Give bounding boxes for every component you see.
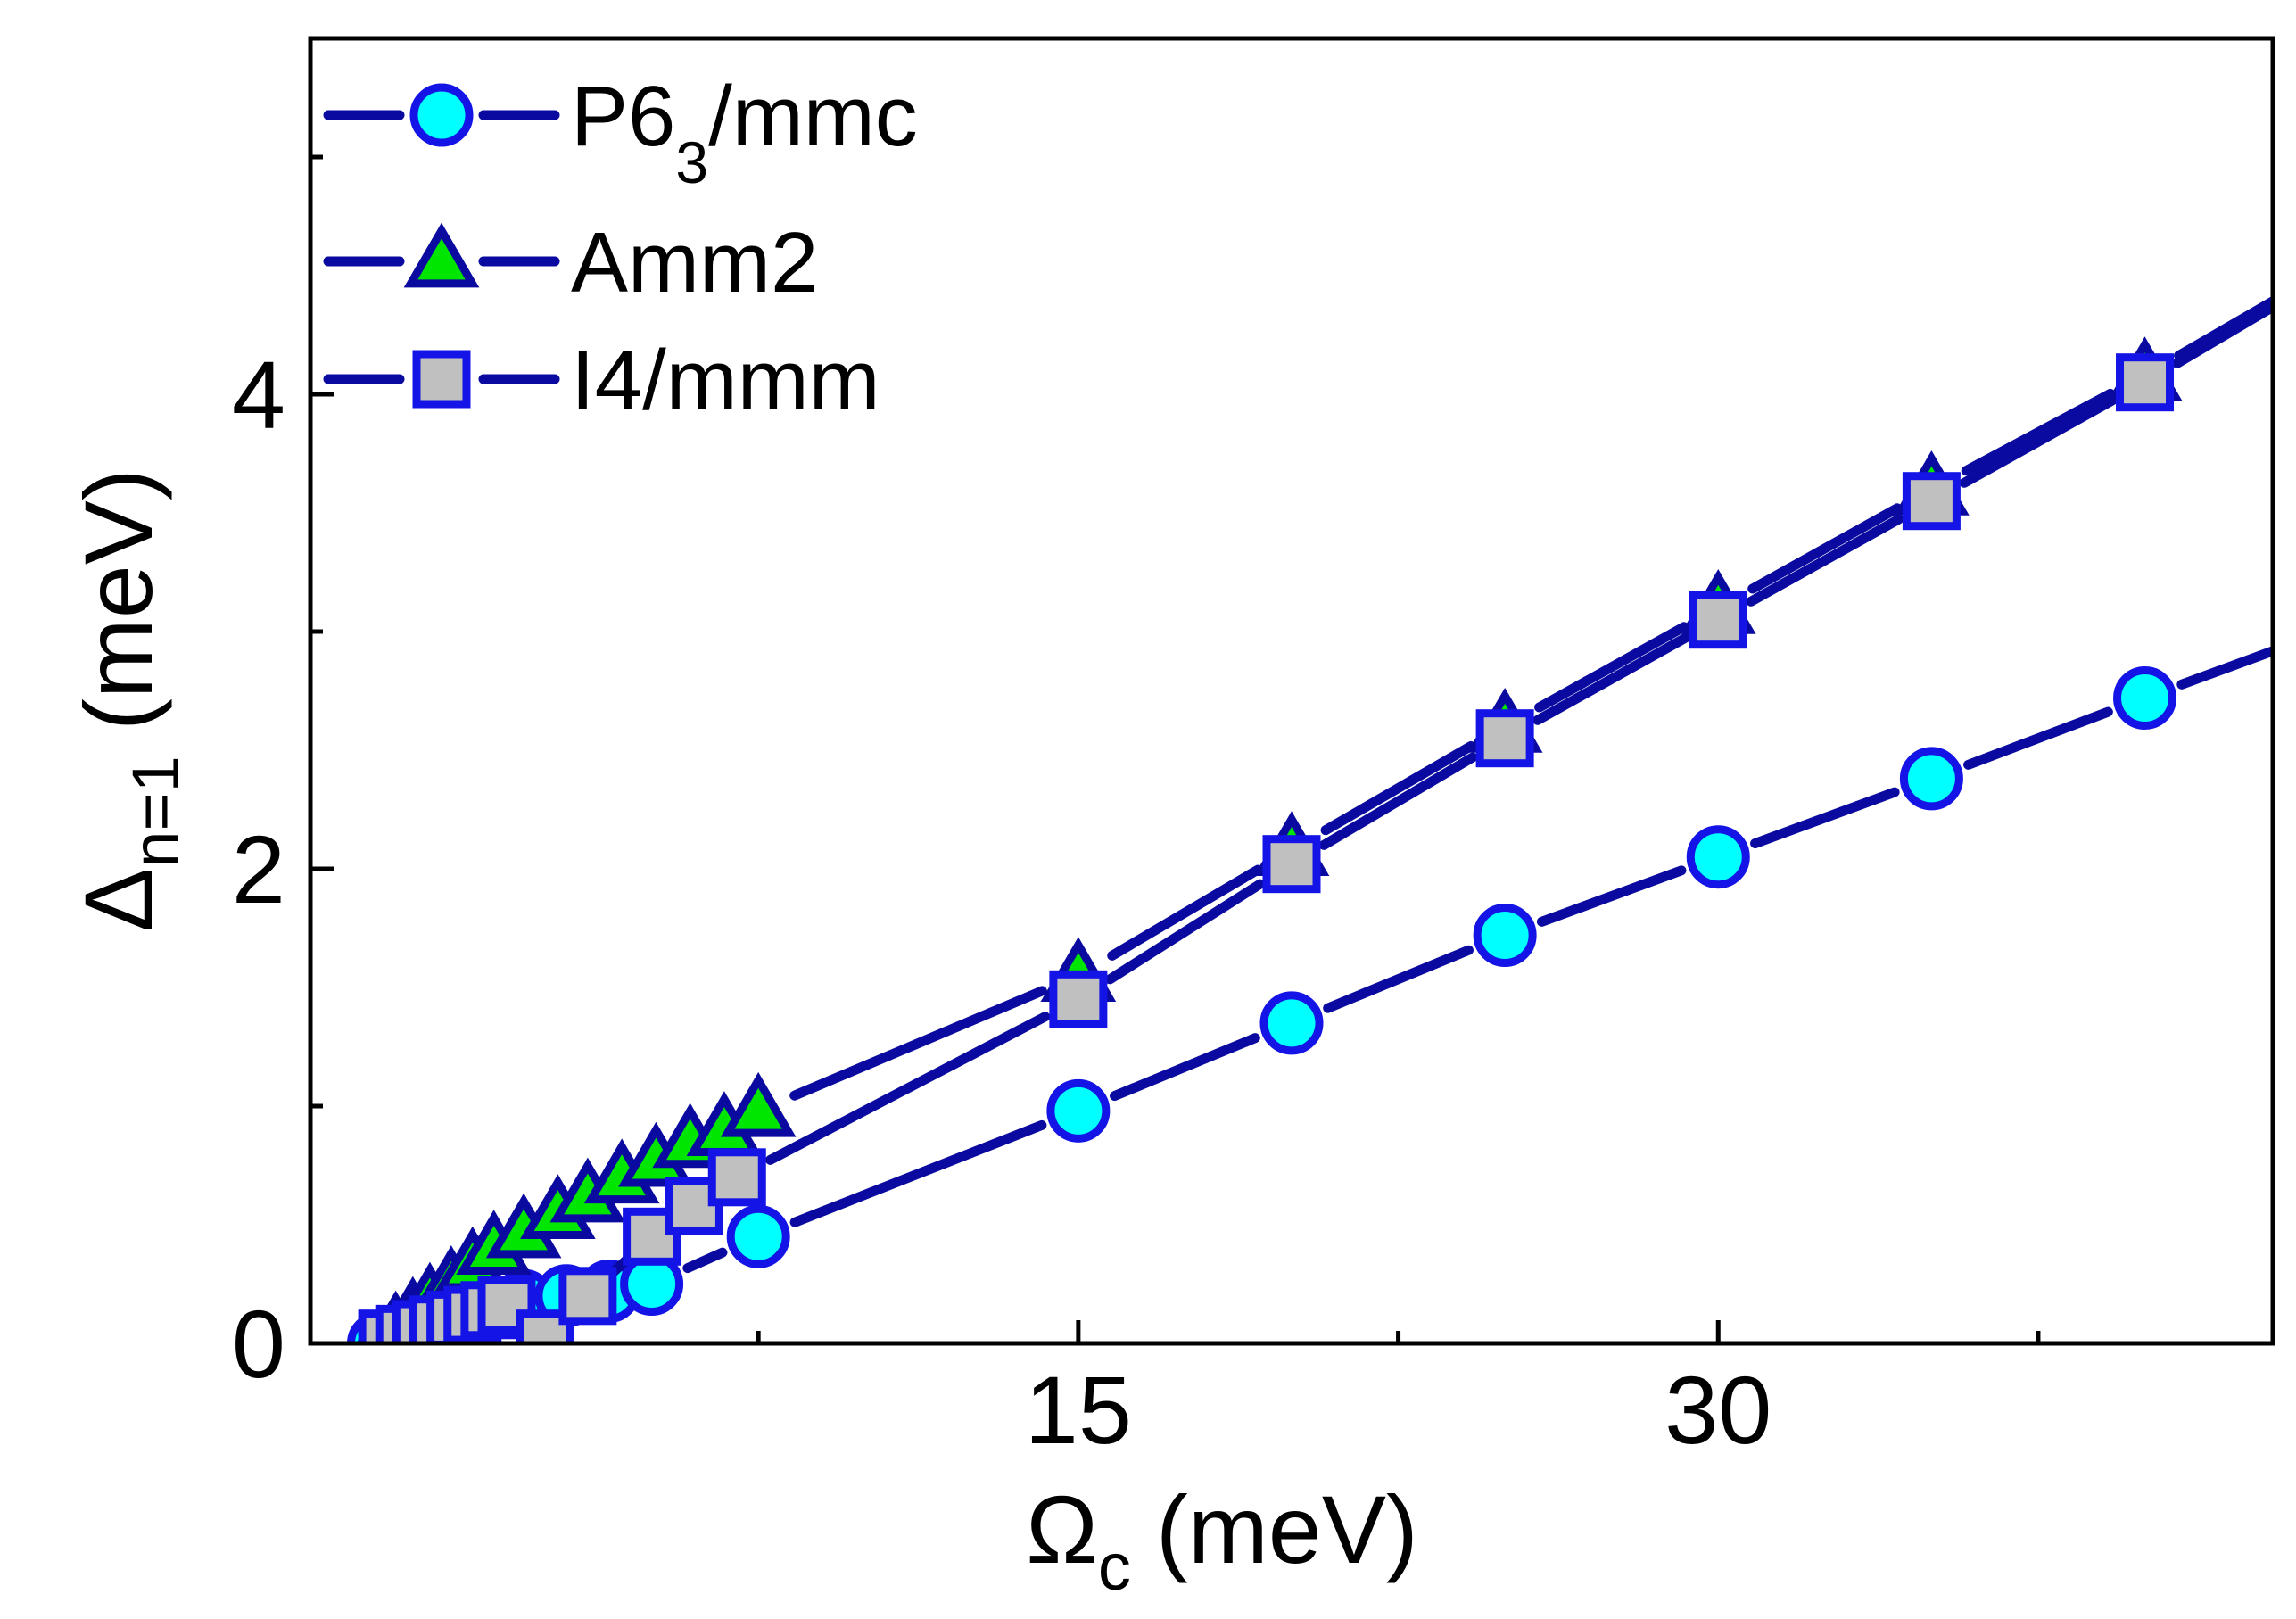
data-point xyxy=(1473,903,1537,967)
y-tick-label: 4 xyxy=(232,341,285,449)
data-point xyxy=(1475,709,1534,768)
series-line-segment xyxy=(1104,879,1266,985)
data-point xyxy=(726,1204,790,1268)
x-tick-label: 15 xyxy=(1025,1356,1132,1464)
x-axis-symbol: Ω xyxy=(1026,1475,1098,1583)
x-axis-title: Ωc (meV) xyxy=(1026,1475,1418,1604)
legend-marker-triangle xyxy=(403,222,480,288)
y-tick-label: 2 xyxy=(232,815,285,923)
data-point xyxy=(1899,747,1963,811)
data-point xyxy=(1902,472,1961,531)
data-point xyxy=(1046,1078,1111,1143)
series-line-segment xyxy=(1107,864,1263,961)
legend-entry: P63/mmc xyxy=(323,69,918,195)
legend-label: I4/mmm xyxy=(571,333,880,428)
data-point xyxy=(558,1267,617,1326)
legend-entry: Amm2 xyxy=(323,215,818,310)
legend-label-main: Amm2 xyxy=(571,215,818,310)
plot-area-frame xyxy=(308,36,2275,1346)
svg-text:Ωc(meV): Ωc (meV) xyxy=(1026,1475,1418,1604)
y-axis-symbol: Δ xyxy=(64,868,172,932)
legend-label-main: I4/mmm xyxy=(571,333,880,428)
data-point xyxy=(2113,665,2177,730)
data-point xyxy=(1259,991,1324,1055)
legend-label: P63/mmc xyxy=(571,69,918,195)
data-point xyxy=(1049,970,1108,1028)
series-square xyxy=(358,301,2273,1343)
y-tick-label: 0 xyxy=(232,1290,285,1398)
series-line-segment xyxy=(1536,865,1687,927)
y-axis-subscript: n=1 xyxy=(119,756,193,868)
y-axis-unit: (meV) xyxy=(64,468,172,731)
x-axis-unit: (meV) xyxy=(1156,1475,1418,1583)
series-line-segment xyxy=(789,986,1047,1101)
legend-label-subscript: 3 xyxy=(675,129,708,195)
legend-label-main: P6 xyxy=(571,69,675,164)
series-line-segment xyxy=(765,1012,1051,1165)
legend-marker-square xyxy=(412,350,471,409)
data-point xyxy=(1686,825,1750,889)
legend-entry: I4/mmm xyxy=(323,333,880,428)
series-line-segment xyxy=(789,1119,1047,1227)
data-point xyxy=(707,1148,766,1207)
x-tick-label: 30 xyxy=(1664,1356,1772,1464)
legend: P63/mmc Amm2 I4/mmm xyxy=(323,69,918,428)
series-line-segment xyxy=(1961,388,2116,476)
series-line-segment xyxy=(1110,1033,1260,1102)
series-line-segment xyxy=(1534,622,1689,713)
series-line-segment xyxy=(1746,514,1904,607)
data-point xyxy=(516,1309,574,1343)
series-line-segment xyxy=(1959,395,2118,488)
series-line-segment xyxy=(1963,706,2113,770)
series-line-segment xyxy=(1532,632,1691,725)
axis-ticks: 153045024 xyxy=(232,154,2041,1464)
data-point xyxy=(1689,591,1747,649)
legend-label: Amm2 xyxy=(571,215,818,310)
series-line-segment xyxy=(1323,945,1474,1013)
series-line-segment xyxy=(1320,740,1476,836)
data-point xyxy=(720,1071,797,1137)
series-line-segment xyxy=(1750,787,1900,849)
series-line-segment xyxy=(1318,752,1478,850)
series-line-segment xyxy=(2174,295,2273,361)
series-line-segment xyxy=(682,1247,728,1274)
legend-marker-circle xyxy=(409,83,474,147)
series-line-segment xyxy=(2176,645,2273,690)
data-point xyxy=(2116,353,2175,412)
legend-label-rest: /mmc xyxy=(708,69,918,164)
series-layer xyxy=(347,295,2273,1343)
data-point xyxy=(1262,835,1321,894)
svg-text:Δn=1(meV): Δn=1 (meV) xyxy=(64,468,193,932)
y-axis-title: Δn=1 (meV) xyxy=(64,468,193,932)
x-axis-subscript: c xyxy=(1098,1530,1131,1604)
series-line-segment xyxy=(2172,301,2273,368)
data-point xyxy=(477,1276,536,1334)
series-line-segment xyxy=(1747,503,1903,594)
